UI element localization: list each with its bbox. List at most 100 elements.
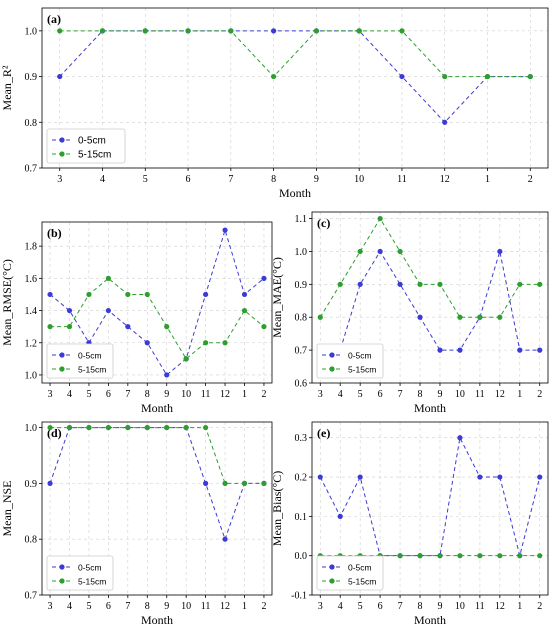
legend-label: 0-5cm xyxy=(78,563,102,573)
data-point xyxy=(125,424,131,431)
legend-label: 5-15cm xyxy=(78,577,106,587)
series-line-1 xyxy=(319,436,541,557)
y-tick-label: 0.9 xyxy=(25,479,38,490)
data-point xyxy=(228,28,234,34)
data-point xyxy=(497,553,503,559)
data-point xyxy=(241,307,248,314)
panel-label: (e) xyxy=(317,426,330,440)
x-tick-label: 9 xyxy=(437,389,442,400)
data-point xyxy=(66,424,73,431)
series-line-1 xyxy=(49,427,264,541)
x-tick-label: 9 xyxy=(314,174,319,185)
x-tick-label: 3 xyxy=(318,389,323,400)
data-point xyxy=(241,291,248,298)
data-point xyxy=(537,347,543,353)
x-tick-label: 11 xyxy=(475,389,485,400)
plot-frame xyxy=(41,221,273,384)
x-tick-label: 6 xyxy=(378,389,383,400)
data-point xyxy=(442,119,448,125)
x-axis-title: Month xyxy=(279,186,311,200)
data-point xyxy=(261,275,267,281)
data-point xyxy=(399,73,405,80)
x-tick-label: 2 xyxy=(261,389,266,400)
data-point xyxy=(497,474,503,480)
data-point xyxy=(105,307,111,314)
x-tick-label: 10 xyxy=(354,174,364,185)
x-tick-label: 3 xyxy=(48,601,53,612)
y-tick-label: 1.1 xyxy=(295,214,308,225)
data-point xyxy=(477,314,483,320)
x-tick-label: 12 xyxy=(440,174,450,185)
data-point xyxy=(86,291,92,298)
x-tick-label: 5 xyxy=(86,389,91,400)
x-tick-label: 10 xyxy=(181,389,191,400)
legend-label: 0-5cm xyxy=(348,563,372,573)
x-tick-label: 12 xyxy=(495,389,505,400)
chart-panel-4: 3 4 5 6 7 8 9 10 11 12 1 20.70.80.91.0MonthMean_NSE… xyxy=(0,421,273,627)
legend-label: 0-5cm xyxy=(78,136,106,147)
x-tick-label: 6 xyxy=(378,601,383,612)
y-tick-label: 1.0 xyxy=(25,423,38,434)
y-tick-label: 0.1 xyxy=(295,512,308,523)
x-axis-title: Month xyxy=(414,613,446,627)
plot-frame xyxy=(41,7,549,169)
legend-label: 5-15cm xyxy=(348,577,376,587)
series-line-1 xyxy=(49,228,265,376)
data-point xyxy=(99,28,106,34)
x-tick-label: 9 xyxy=(164,389,169,400)
y-tick-label: 1.0 xyxy=(25,370,38,381)
y-tick-label: 0.8 xyxy=(25,535,38,546)
legend-label: 0-5cm xyxy=(78,351,102,361)
x-tick-label: 7 xyxy=(398,389,403,400)
y-tick-label: 1.2 xyxy=(25,338,38,349)
x-tick-label: 1 xyxy=(517,389,522,400)
data-point xyxy=(537,281,543,287)
x-axis-title: Month xyxy=(141,401,173,415)
y-tick-label: 1.8 xyxy=(25,242,38,253)
y-tick-label: 0.9 xyxy=(295,280,308,291)
data-point xyxy=(517,553,523,559)
data-point xyxy=(497,314,503,320)
data-point xyxy=(377,248,383,255)
data-point xyxy=(397,281,403,287)
y-axis-title: Mean_NSE xyxy=(0,481,14,537)
x-tick-label: 3 xyxy=(318,601,323,612)
series-line-2 xyxy=(319,217,540,318)
data-point xyxy=(437,553,443,559)
legend-marker xyxy=(329,366,335,372)
data-point xyxy=(203,340,209,346)
series-line-1 xyxy=(320,250,540,351)
chart-panel-1: 3 4 5 6 7 8 9 10 11 12 1 20.70.80.91.0MonthMean_R²(… xyxy=(0,7,549,200)
data-point xyxy=(47,324,53,330)
data-point xyxy=(183,424,189,431)
data-point xyxy=(86,424,92,431)
data-point xyxy=(66,324,73,330)
x-tick-label: 9 xyxy=(164,601,169,612)
panel-label: (a) xyxy=(47,12,61,26)
data-point xyxy=(337,281,343,287)
legend-marker xyxy=(59,564,65,570)
data-point xyxy=(105,424,111,431)
x-axis-title: Month xyxy=(414,401,446,415)
y-tick-label: 1.0 xyxy=(295,247,308,258)
y-tick-label: 0.9 xyxy=(25,72,38,83)
x-tick-label: 8 xyxy=(145,601,150,612)
x-tick-label: 8 xyxy=(418,389,423,400)
x-tick-label: 11 xyxy=(201,389,211,400)
data-point xyxy=(222,340,228,346)
data-point xyxy=(397,248,403,255)
data-point xyxy=(397,553,403,559)
x-tick-label: 8 xyxy=(418,601,423,612)
legend-marker xyxy=(59,137,65,143)
data-point xyxy=(527,73,533,80)
data-point xyxy=(144,340,150,346)
y-tick-label: 0.0 xyxy=(295,551,308,562)
data-point xyxy=(47,291,53,298)
x-tick-label: 11 xyxy=(201,601,211,612)
legend-label: 0-5cm xyxy=(348,351,372,361)
y-axis-title: Mean_MAE(°C) xyxy=(270,257,284,338)
data-point xyxy=(57,28,63,34)
data-point xyxy=(377,215,383,222)
x-tick-label: 6 xyxy=(106,389,111,400)
